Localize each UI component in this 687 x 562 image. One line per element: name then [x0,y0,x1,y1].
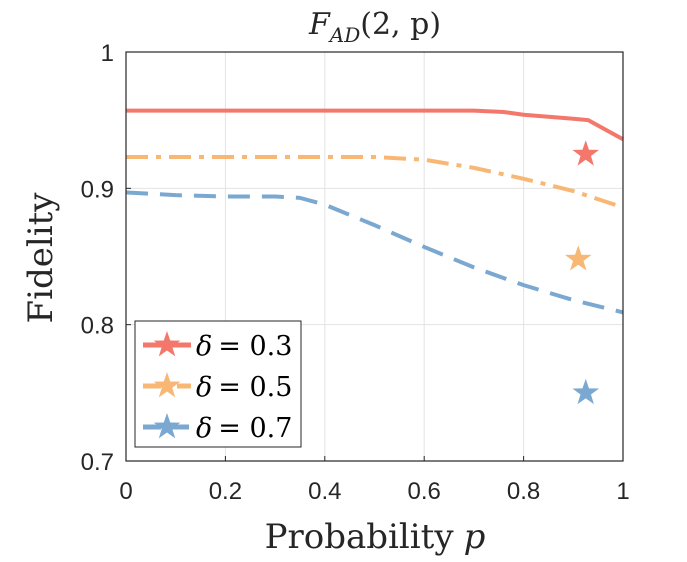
legend: δ = 0.3δ = 0.5δ = 0.7 [134,320,302,448]
legend-label-2: δ = 0.5 [196,372,292,403]
y-axis-label: Fidelity [21,192,61,324]
x-axis-label-var: p [464,517,486,557]
x-tick-label: 0 [119,478,132,505]
legend-star-3 [153,413,181,439]
x-tick-label: 0.6 [408,478,441,505]
y-tick-label: 0.7 [81,449,114,476]
legend-symbol: δ [196,372,212,403]
chart-title: FAD(2, p) [308,7,441,47]
legend-label-3: δ = 0.7 [196,413,292,444]
legend-value: = 0.7 [218,413,292,444]
x-tick-label: 0.4 [308,478,341,505]
legend-star-2 [153,372,181,398]
title-args: (2, p) [360,7,441,42]
legend-star-1 [153,331,181,357]
x-tick-label: 1 [616,478,629,505]
x-tick-label: 0.2 [209,478,242,505]
x-axis-label: Probability p [265,517,486,557]
y-tick-label: 0.8 [81,313,114,340]
legend-label-1: δ = 0.3 [196,331,292,362]
legend-symbol: δ [196,331,212,362]
series-line-1 [126,108,624,142]
title-subscript: AD [328,23,360,47]
tick-labels: 0 0.2 0.4 0.6 0.8 1 0.7 0.8 0.9 1 [81,40,630,505]
title-main: F [308,7,331,42]
legend-value: = 0.3 [218,331,292,362]
series-star-marker-2 [564,245,592,271]
series-line-2 [126,154,624,210]
y-tick-label: 1 [101,40,114,67]
x-tick-label: 0.8 [507,478,540,505]
axes-box [125,51,624,462]
series-layer [125,108,624,405]
series-line-3 [125,190,624,315]
series-star-marker-1 [572,140,600,166]
axes-frame [125,51,624,462]
x-axis-label-text: Probability [265,517,455,557]
series-star-marker-3 [572,378,600,405]
legend-symbol: δ [196,413,212,444]
legend-value: = 0.5 [218,372,292,403]
y-tick-label: 0.9 [81,176,114,203]
